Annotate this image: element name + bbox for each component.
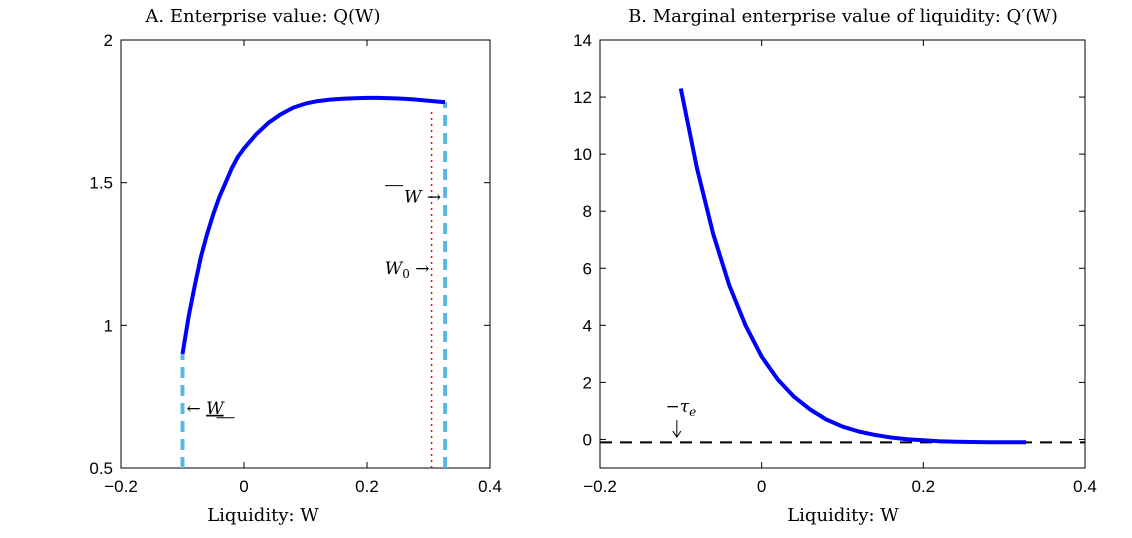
annotation-tau-e: −τe	[665, 397, 696, 419]
y-tick-label: 2	[583, 373, 592, 392]
panel-a: A. Enterprise value: Q(W) −0.2 0 0.2 0.4 0.5…	[89, 6, 501, 526]
annotation-w-upper: W →	[404, 188, 441, 208]
x-tick-label: 0.4	[478, 477, 502, 496]
panel-b: B. Marginal enterprise value of liquidit…	[573, 6, 1097, 526]
y-tick-label: 2	[104, 31, 113, 50]
y-tick-label: 6	[583, 259, 592, 278]
x-tick-label: 0.4	[1073, 477, 1097, 496]
annotation-w-lower: ← W	[187, 399, 226, 419]
y-tick-label: 10	[573, 145, 592, 164]
x-tick-label: 0	[239, 477, 248, 496]
annotation-w0: W0 →	[385, 259, 430, 281]
y-tick-label: 12	[573, 88, 592, 107]
series-line	[678, 88, 1026, 445]
panel-a-title: A. Enterprise value: Q(W)	[144, 6, 380, 27]
y-tick-label: 0.5	[89, 459, 113, 478]
x-tick-label: −0.2	[104, 477, 138, 496]
x-tick-label: −0.2	[583, 477, 617, 496]
axes-frame	[120, 39, 491, 469]
axes-frame	[599, 39, 1086, 469]
y-tick-label: 8	[583, 202, 592, 221]
y-tick-label: 4	[583, 316, 592, 335]
y-tick-label: 1.5	[89, 174, 113, 193]
y-tick-label: 14	[573, 31, 592, 50]
x-tick-label: 0	[757, 477, 766, 496]
x-tick-label: 0.2	[912, 477, 936, 496]
panel-a-xlabel: Liquidity: W	[207, 505, 319, 526]
panel-b-xlabel: Liquidity: W	[787, 505, 899, 526]
tau-arrow-head	[672, 430, 682, 438]
x-tick-label: 0.2	[355, 477, 379, 496]
series-line	[180, 95, 446, 355]
panel-b-title: B. Marginal enterprise value of liquidit…	[628, 6, 1058, 27]
y-tick-label: 1	[104, 316, 113, 335]
y-tick-label: 0	[583, 430, 592, 449]
